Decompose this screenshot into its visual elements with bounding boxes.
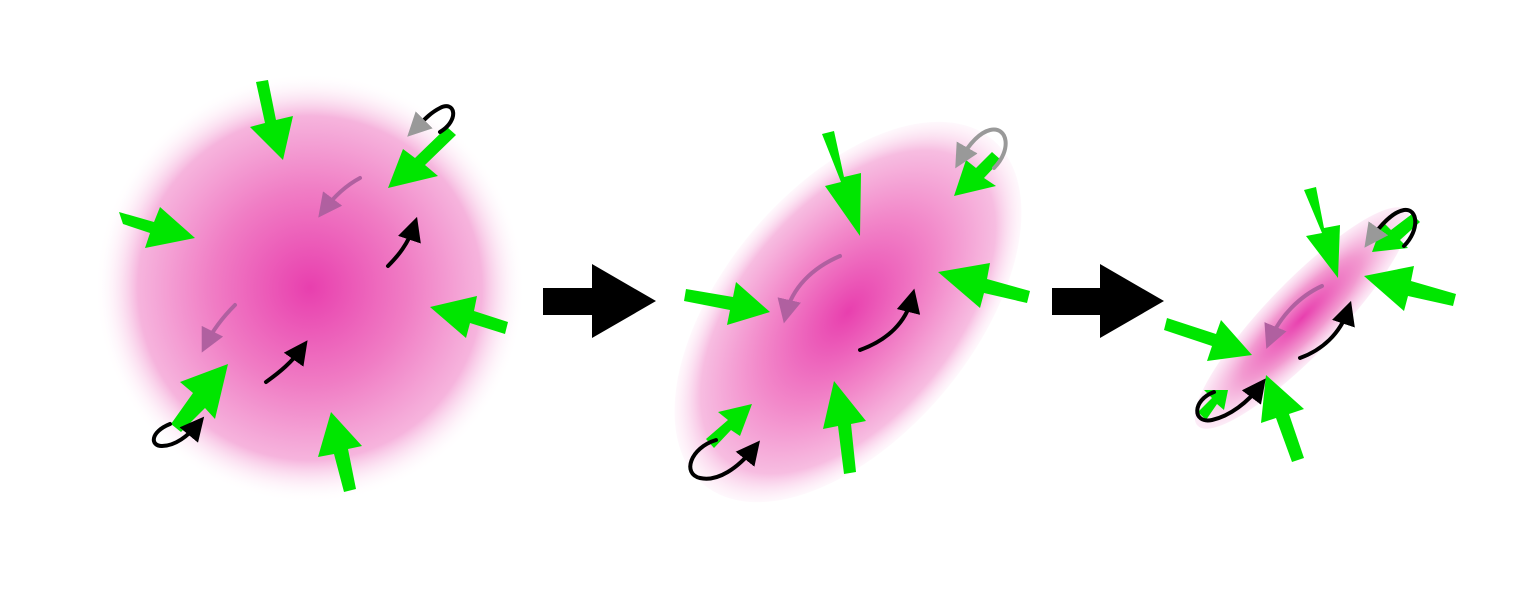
- rotation-arrow-icon: [955, 127, 1008, 170]
- rotation-arrow-icon: [858, 288, 921, 352]
- rotation-arrow-icon: [264, 340, 308, 384]
- stage-2: [674, 121, 1030, 503]
- compression-arrow-icon: [706, 404, 752, 448]
- right-arrow-icon: [1052, 264, 1164, 338]
- stage-1: [95, 73, 525, 503]
- rotation-arrow-icon: [201, 303, 237, 353]
- rotation-arrow-icon: [407, 104, 456, 137]
- compression-arrow-icon: [938, 263, 1030, 308]
- rotation-arrow-icon: [1364, 207, 1418, 248]
- rotation-arrow-icon: [151, 416, 205, 449]
- stage-3: [1164, 187, 1456, 462]
- rotation-arrow-icon: [688, 438, 760, 481]
- rotation-arrow-icon: [1298, 300, 1355, 360]
- compression-arrow-icon: [1261, 375, 1304, 462]
- compression-arrow-icon: [823, 381, 866, 474]
- compression-arrow-icon: [1304, 187, 1340, 278]
- rotation-arrow-icon: [318, 176, 362, 218]
- cloud-2: [674, 121, 1022, 503]
- compression-arrow-icon: [684, 282, 770, 325]
- right-arrow-icon: [543, 264, 656, 338]
- compression-arrow-icon: [318, 412, 362, 492]
- compression-arrow-icon: [250, 80, 293, 160]
- compression-arrow-icon: [388, 127, 456, 188]
- compression-arrow-icon: [1164, 318, 1252, 361]
- compression-arrow-icon: [430, 296, 508, 338]
- compression-arrow-icon: [1364, 266, 1456, 311]
- compression-arrow-icon: [1198, 390, 1228, 420]
- compression-arrow-icon: [171, 364, 228, 432]
- rotation-arrow-icon: [386, 216, 421, 268]
- rotation-arrow-icon: [1264, 284, 1324, 349]
- rotation-arrow-icon: [777, 254, 842, 324]
- compression-arrow-icon: [119, 207, 195, 248]
- cloud-3: [1194, 207, 1410, 429]
- cloud-1: [95, 73, 525, 503]
- compression-arrow-icon: [822, 131, 861, 236]
- rotation-arrow-icon: [1195, 378, 1266, 423]
